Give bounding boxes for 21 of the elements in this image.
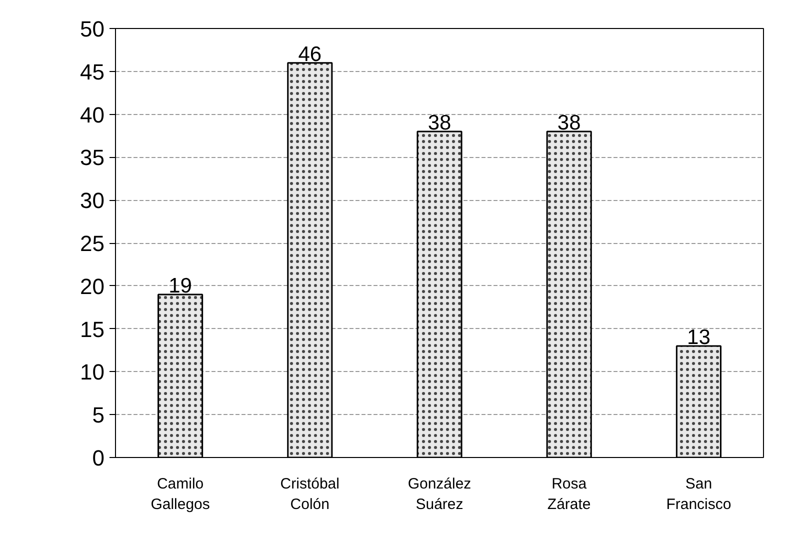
data-label: 19 (168, 274, 192, 298)
y-tick-label: 40 (80, 102, 105, 128)
y-tick-label: 15 (80, 316, 105, 342)
y-tick-label: 30 (80, 188, 105, 214)
y-tick-label: 0 (92, 446, 105, 470)
data-label: 46 (298, 42, 322, 66)
y-tick-label: 35 (80, 145, 105, 170)
y-tick-label: 10 (80, 360, 105, 385)
y-tick-label: 50 (80, 16, 105, 42)
x-tick-label: González Suárez (408, 476, 472, 513)
y-tick-label: 25 (80, 231, 105, 256)
x-tick-label: Camilo Gallegos (150, 476, 210, 513)
y-tick-label: 45 (80, 59, 105, 84)
y-tick-label: 20 (80, 274, 105, 299)
x-tick-label: Cristóbal Colón (280, 476, 340, 513)
x-tick-label: San Francisco (666, 476, 732, 513)
y-tick-label: 5 (92, 402, 105, 428)
data-label: 38 (557, 111, 581, 134)
data-label: 38 (428, 111, 452, 134)
data-label: 13 (687, 326, 710, 349)
x-tick-label: Rosa Zárate (547, 476, 591, 513)
